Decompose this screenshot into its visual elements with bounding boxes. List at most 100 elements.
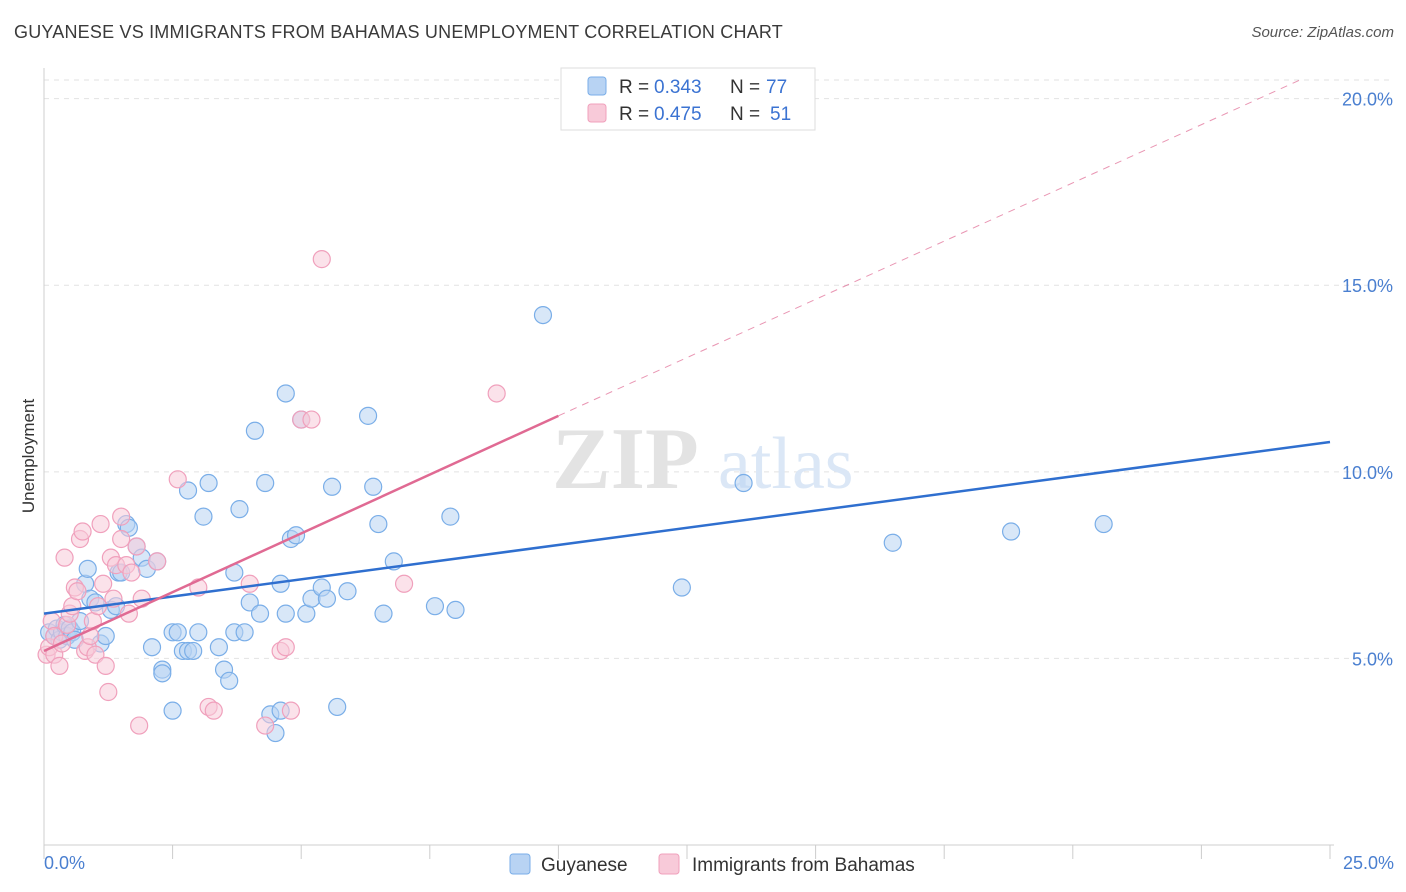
chart-title: GUYANESE VS IMMIGRANTS FROM BAHAMAS UNEM…	[14, 22, 783, 42]
point-guyanese-75	[533, 305, 553, 325]
axes	[43, 68, 1334, 846]
point-bahamas-40	[204, 701, 223, 720]
bottom-legend-label-bahamas: Immigrants from Bahamas	[692, 855, 915, 876]
point-bahamas-19	[86, 645, 105, 664]
legend-r-value-1: 0.475	[654, 104, 702, 125]
point-guyanese-32	[168, 623, 187, 642]
watermark-atlas: atlas	[718, 423, 854, 505]
legend-n-label-1: N =	[730, 104, 760, 125]
point-bahamas-14	[73, 522, 92, 541]
stats-legend: R = 0.343 N = 77 R = 0.475 N = 51	[560, 67, 816, 131]
point-guyanese-30	[163, 701, 182, 720]
point-bahamas-32	[122, 563, 141, 582]
point-guyanese-34	[178, 481, 198, 500]
point-guyanese-39	[199, 473, 218, 493]
point-bahamas-42	[256, 716, 275, 735]
point-guyanese-50	[256, 473, 275, 493]
y-tick-label-2: 15.0%	[1342, 276, 1393, 296]
series-guyanese	[40, 305, 1113, 743]
point-bahamas-29	[112, 529, 131, 549]
point-guyanese-56	[276, 604, 295, 623]
y-tick-label-3: 20.0%	[1342, 90, 1393, 110]
point-bahamas-41	[240, 574, 259, 593]
point-guyanese-74	[446, 600, 465, 620]
legend-r-label-0: R =	[619, 77, 649, 98]
point-guyanese-78	[883, 533, 902, 552]
x-tick-label-max: 25.0%	[1343, 853, 1394, 873]
legend-n-label-0: N =	[730, 77, 760, 98]
point-bahamas-45	[281, 701, 301, 720]
point-guyanese-65	[328, 697, 347, 717]
y-tick-label-0: 5.0%	[1352, 649, 1393, 669]
point-bahamas-47	[302, 410, 321, 429]
point-bahamas-48	[312, 250, 331, 269]
point-bahamas-21	[91, 514, 110, 534]
point-guyanese-46	[235, 623, 254, 642]
legend-n-value-1: 51	[770, 104, 791, 125]
point-guyanese-68	[364, 477, 383, 496]
point-guyanese-48	[245, 421, 265, 440]
point-guyanese-12	[78, 559, 97, 578]
point-bahamas-49	[394, 574, 414, 593]
bottom-legend-swatch-bahamas	[658, 853, 680, 875]
point-guyanese-42	[220, 671, 239, 690]
legend-r-value-0: 0.343	[654, 77, 702, 98]
grid-lines	[44, 79, 1394, 659]
legend-r-label-1: R =	[619, 104, 649, 125]
x-tick-label-min: 0.0%	[44, 853, 85, 873]
point-guyanese-63	[317, 589, 337, 608]
point-bahamas-34	[130, 716, 149, 735]
point-guyanese-72	[425, 597, 445, 616]
point-bahamas-2	[42, 611, 61, 631]
legend-swatch-guyanese	[587, 76, 607, 96]
point-bahamas-37	[168, 470, 187, 489]
point-guyanese-64	[322, 477, 342, 496]
legend-n-value-0: 77	[766, 77, 787, 98]
point-guyanese-37	[189, 623, 208, 642]
point-guyanese-26	[142, 638, 162, 657]
point-guyanese-47	[240, 593, 259, 612]
trend-line-dashed-bahamas	[558, 79, 1301, 417]
point-guyanese-73	[441, 507, 460, 526]
point-guyanese-16	[96, 626, 115, 646]
point-guyanese-36	[184, 641, 203, 661]
point-guyanese-67	[358, 406, 378, 425]
trend-lines	[43, 79, 1331, 653]
point-bahamas-24	[99, 682, 118, 702]
point-guyanese-69	[369, 514, 388, 534]
point-guyanese-49	[250, 604, 270, 623]
point-guyanese-77	[734, 473, 753, 493]
y-axis-title: Unemployment	[19, 399, 38, 514]
bottom-legend-label-guyanese: Guyanese	[541, 855, 628, 876]
point-bahamas-33	[127, 537, 146, 556]
point-guyanese-45	[230, 500, 249, 519]
point-guyanese-40	[209, 638, 228, 657]
point-bahamas-22	[94, 574, 113, 593]
y-tick-labels: 5.0% 10.0% 15.0% 20.0%	[1342, 90, 1393, 670]
point-bahamas-7	[55, 548, 74, 567]
trend-line-guyanese	[43, 440, 1331, 615]
point-guyanese-55	[276, 384, 295, 403]
point-bahamas-44	[276, 638, 295, 657]
point-bahamas-28	[112, 507, 131, 526]
point-bahamas-12	[68, 582, 87, 601]
trend-line-bahamas	[43, 414, 559, 653]
y-tick-label-1: 10.0%	[1342, 463, 1393, 483]
point-guyanese-80	[1094, 514, 1113, 534]
point-bahamas-36	[148, 552, 167, 571]
point-guyanese-38	[194, 507, 213, 526]
point-guyanese-29	[153, 664, 172, 683]
bottom-legend: Guyanese Immigrants from Bahamas	[509, 853, 915, 876]
point-bahamas-50	[487, 384, 506, 403]
point-guyanese-79	[1001, 522, 1021, 541]
point-guyanese-70	[374, 604, 393, 623]
point-guyanese-76	[672, 578, 691, 597]
source-label: Source: ZipAtlas.com	[1251, 24, 1394, 41]
bottom-legend-swatch-guyanese	[509, 853, 531, 875]
x-ticks	[43, 845, 1331, 859]
point-guyanese-66	[338, 582, 357, 601]
legend-swatch-bahamas	[587, 103, 607, 123]
point-bahamas-23	[96, 656, 115, 675]
point-bahamas-5	[50, 656, 69, 675]
